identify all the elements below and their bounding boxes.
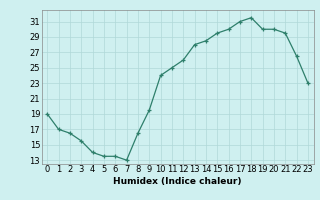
X-axis label: Humidex (Indice chaleur): Humidex (Indice chaleur) [113, 177, 242, 186]
